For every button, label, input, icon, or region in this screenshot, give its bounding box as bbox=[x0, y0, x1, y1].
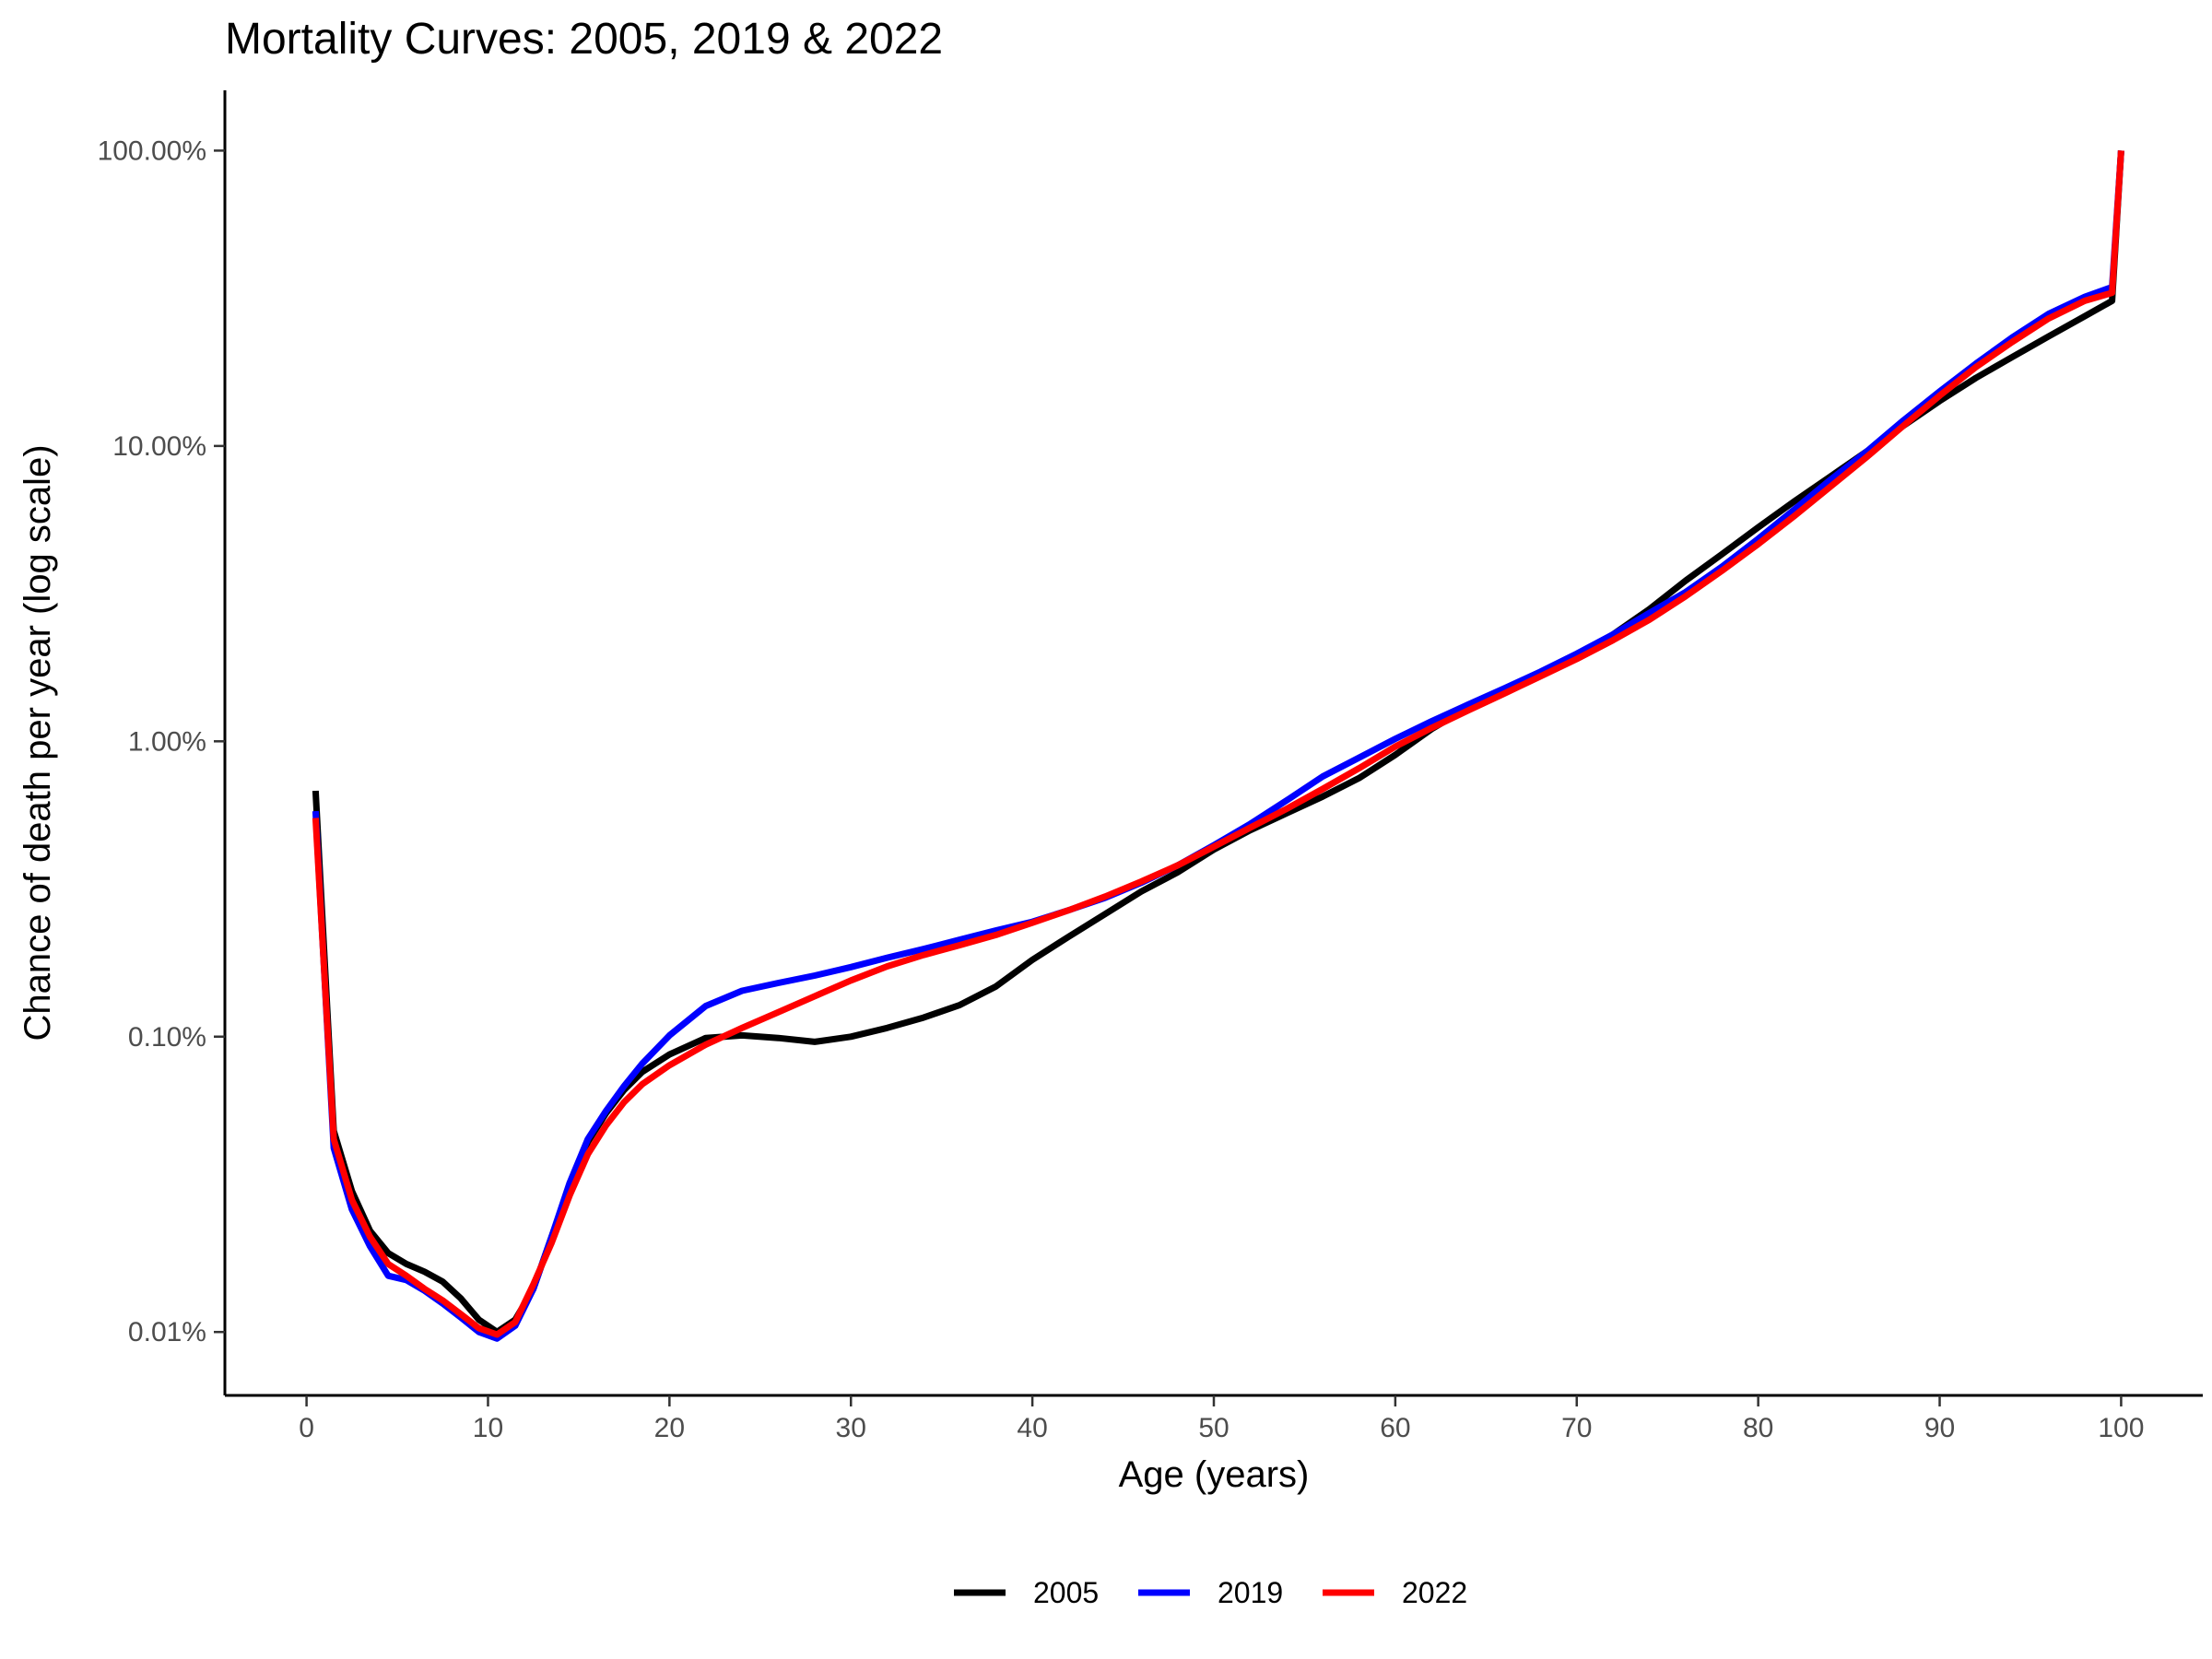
y-axis-title: Chance of death per year (log scale) bbox=[18, 444, 58, 1041]
x-axis: 0 10 20 30 40 50 60 70 80 90 100 bbox=[225, 1394, 2203, 1443]
x-tick-label-1: 10 bbox=[473, 1413, 503, 1443]
x-tick-label-3: 30 bbox=[836, 1413, 866, 1443]
y-axis: 0.01% 0.10% 1.00% 10.00% 100.00% bbox=[98, 90, 227, 1395]
y-tick-label-1: 0.10% bbox=[128, 1022, 206, 1053]
x-tick-label-0: 0 bbox=[299, 1413, 314, 1443]
series-layer bbox=[312, 150, 2124, 1342]
x-axis-title: Age (years) bbox=[1119, 1454, 1310, 1495]
x-tick-label-6: 60 bbox=[1380, 1413, 1410, 1443]
legend: 2005 2019 2022 bbox=[954, 1576, 1467, 1609]
x-tick-label-2: 20 bbox=[654, 1413, 685, 1443]
x-tick-label-10: 100 bbox=[2098, 1413, 2144, 1443]
x-tick-label-4: 40 bbox=[1017, 1413, 1047, 1443]
chart-title: Mortality Curves: 2005, 2019 & 2022 bbox=[225, 15, 943, 64]
x-tick-label-9: 90 bbox=[1924, 1413, 1955, 1443]
x-tick-label-8: 80 bbox=[1743, 1413, 1773, 1443]
legend-label-2022: 2022 bbox=[1402, 1576, 1467, 1609]
legend-label-2019: 2019 bbox=[1218, 1576, 1283, 1609]
y-tick-label-0: 0.01% bbox=[128, 1317, 206, 1347]
x-tick-label-7: 70 bbox=[1561, 1413, 1592, 1443]
series-line-2022 bbox=[312, 150, 2124, 1338]
x-tick-label-5: 50 bbox=[1198, 1413, 1229, 1443]
y-tick-label-2: 1.00% bbox=[128, 726, 206, 757]
legend-label-2005: 2005 bbox=[1033, 1576, 1099, 1609]
y-tick-label-4: 100.00% bbox=[98, 135, 206, 166]
y-tick-label-3: 10.00% bbox=[112, 431, 206, 462]
